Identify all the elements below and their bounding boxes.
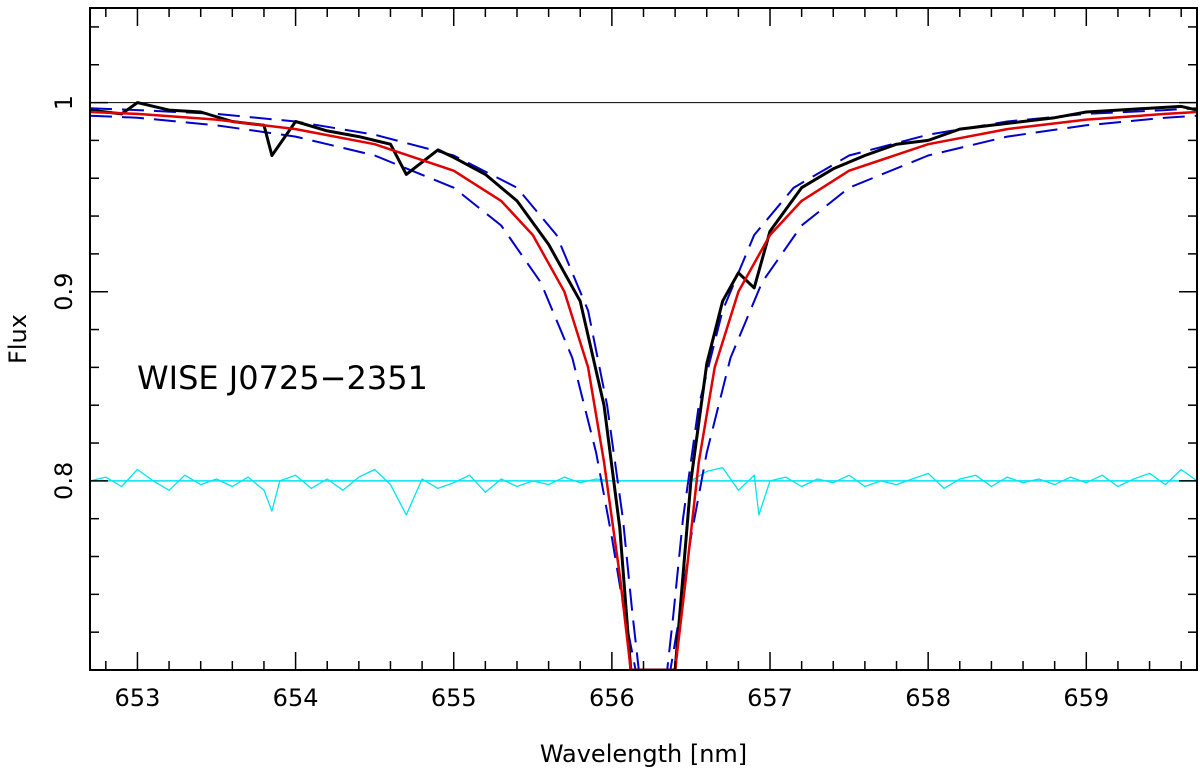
ticks-layer: 653 654 655 656 657 658 659 0.8 0.9 1	[50, 8, 1197, 712]
y-tick-label: 0.8	[50, 462, 78, 500]
model-bound-inner-line	[90, 107, 1197, 670]
x-tick-label: 654	[273, 684, 319, 712]
y-tick-label: 1	[50, 95, 78, 110]
star-name-annotation: WISE J0725−2351	[137, 359, 428, 397]
x-tick-label: 656	[589, 684, 635, 712]
x-tick-label: 658	[905, 684, 951, 712]
series-layer	[90, 101, 1197, 670]
plot-frame	[89, 7, 1198, 671]
x-axis-label: Wavelength [nm]	[540, 740, 747, 768]
model-bound-outer-line	[90, 114, 1197, 670]
residuals-line	[90, 466, 1197, 516]
x-tick-label: 659	[1063, 684, 1109, 712]
x-tick-label: 657	[747, 684, 793, 712]
y-axis-label: Flux	[4, 314, 32, 364]
x-tick-label: 653	[115, 684, 161, 712]
model-fit-line	[90, 110, 1197, 670]
observed-spectrum-line	[90, 101, 1197, 670]
x-tick-label: 655	[431, 684, 477, 712]
y-tick-label: 0.9	[50, 273, 78, 311]
